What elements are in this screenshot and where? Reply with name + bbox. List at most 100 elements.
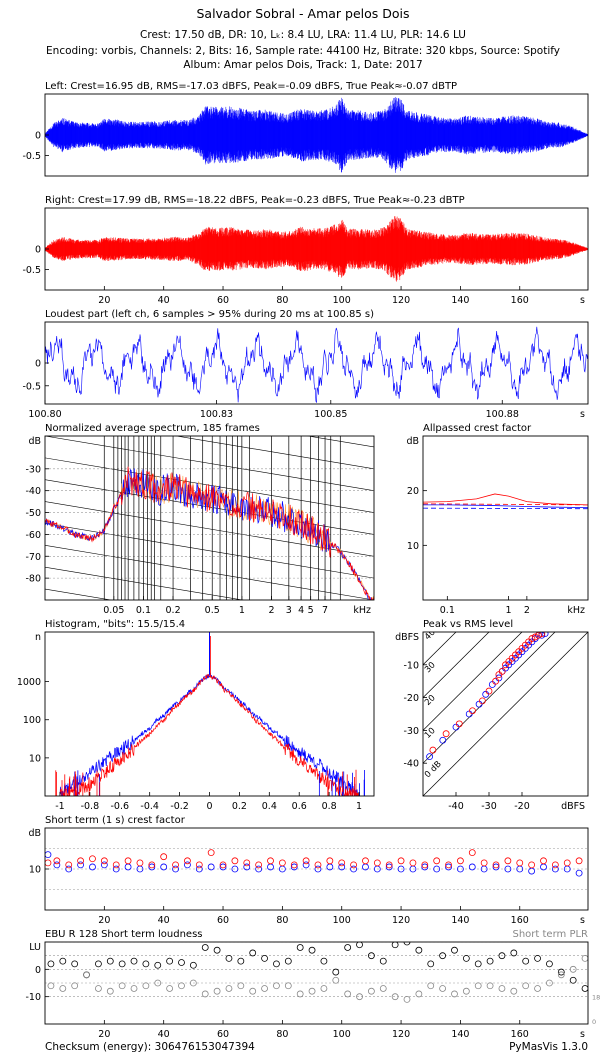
ebur128-point	[47, 982, 55, 990]
ebur128-point	[59, 957, 67, 965]
shortcrest-point	[480, 859, 488, 867]
ebur128-point	[391, 993, 399, 1001]
spectrum-ytick-label: -70	[25, 552, 41, 563]
spectrum-reference-line	[45, 501, 374, 557]
crest-ylabel: dB	[406, 436, 419, 447]
shortcrest-point	[184, 857, 191, 865]
shortcrest-point	[504, 865, 512, 873]
shortcrest-point	[184, 861, 191, 869]
peakrms-point	[531, 633, 539, 641]
ebur128-point	[166, 957, 174, 965]
shortcrest-point	[231, 865, 239, 873]
ebur128-point	[284, 957, 292, 965]
peakrms-point	[485, 687, 493, 695]
shortcrest-point	[540, 857, 547, 865]
ebur128-point	[47, 960, 55, 968]
peakrms-point	[492, 677, 500, 685]
histogram-frame	[44, 631, 375, 797]
peakrms-xtick-label: -40	[448, 801, 464, 812]
peakrms-frame	[422, 631, 589, 797]
peakrms-point	[429, 746, 437, 754]
histogram-xtick-label: -0.2	[170, 801, 189, 812]
crest-frame	[422, 435, 589, 601]
ebur128-point	[367, 987, 375, 995]
histogram-xtick-label: 0.8	[322, 801, 337, 812]
histogram-xtick-label: 0.4	[262, 801, 277, 812]
shortcrest-xunit: s	[580, 915, 585, 926]
ebur128-point	[498, 985, 506, 992]
histogram-title: Histogram, "bits": 15.5/15.4	[45, 619, 185, 630]
shortcrest-point	[243, 859, 251, 867]
ebur128-point	[356, 993, 363, 1001]
loudest-xtick-label: 100.88	[486, 409, 519, 420]
ebur128-point	[284, 982, 292, 990]
right-plot-area	[45, 216, 588, 282]
shortcrest-point	[207, 849, 215, 856]
crest-xunit: kHz	[567, 605, 585, 616]
ebur128-point	[201, 944, 209, 951]
shortcrest-point	[207, 863, 215, 871]
ebur128-point	[308, 946, 316, 954]
ebur128-point	[166, 985, 174, 992]
ebur128-point	[510, 949, 518, 957]
shortcrest-point	[100, 857, 108, 865]
ebur128-point	[106, 987, 114, 995]
shortcrest-point	[290, 863, 298, 871]
loudest-xtick-label: 100.83	[200, 409, 233, 420]
shortcrest-xtick-label: 60	[217, 915, 229, 926]
ebur128-point	[71, 960, 79, 968]
encoding-line: Encoding: vorbis, Channels: 2, Bits: 16,…	[46, 45, 560, 57]
shortcrest-point	[77, 861, 85, 869]
ebur128-point	[118, 982, 126, 990]
ebur128-point	[296, 990, 304, 998]
shortcrest-point	[302, 857, 310, 865]
ebur128-point	[130, 985, 138, 992]
histogram-xtick-label: -0.6	[110, 801, 129, 812]
ebur128-point	[581, 985, 588, 992]
peakrms-diagonal	[423, 632, 457, 666]
shortcrest-point	[89, 855, 96, 863]
peakrms-point	[465, 710, 473, 718]
loudest-xtick-label: 100.80	[28, 409, 61, 420]
shortcrest-point	[468, 863, 476, 871]
shortcrest-point	[255, 865, 263, 873]
spectrum-line	[45, 466, 374, 600]
ebur128-point	[557, 968, 565, 976]
right-xtick-label: 160	[511, 295, 529, 306]
peakrms-diagonal	[423, 632, 490, 698]
ebur128-point	[201, 990, 209, 998]
ebur128-point	[451, 946, 458, 954]
shortcrest-point	[492, 861, 500, 869]
spectrum-ytick-label: -30	[25, 464, 41, 475]
histogram-ytick-label: 100	[23, 715, 41, 726]
ebur128-point	[130, 957, 138, 965]
shortcrest-point	[100, 861, 108, 869]
peakrms-diagonal-label: 40	[423, 628, 438, 643]
peakrms-point	[498, 667, 506, 675]
shortcrest-point	[468, 849, 476, 856]
shortcrest-point	[172, 865, 179, 873]
ebur128-point	[332, 976, 340, 984]
peakrms-diagonal-label: 0 dB	[423, 759, 444, 780]
shortcrest-point	[385, 863, 393, 871]
loudest-ytick-label: 0	[35, 359, 41, 370]
shortcrest-point	[112, 865, 120, 873]
shortcrest-point	[433, 857, 441, 865]
peakrms-point	[469, 707, 476, 715]
crest-xtick-label: 2	[524, 605, 530, 616]
shortcrest-point	[219, 863, 227, 871]
ebur128-ylabel: LU	[29, 942, 41, 953]
shortcrest-point	[89, 863, 96, 871]
shortcrest-point	[575, 857, 583, 865]
shortcrest-point	[373, 859, 381, 867]
peakrms-point	[475, 700, 483, 708]
shortcrest-point	[45, 859, 52, 867]
ebur128-point	[189, 961, 197, 969]
peakrms-ytick-label: -30	[403, 726, 419, 737]
peakrms-point	[455, 720, 463, 728]
left-frame	[44, 93, 589, 177]
